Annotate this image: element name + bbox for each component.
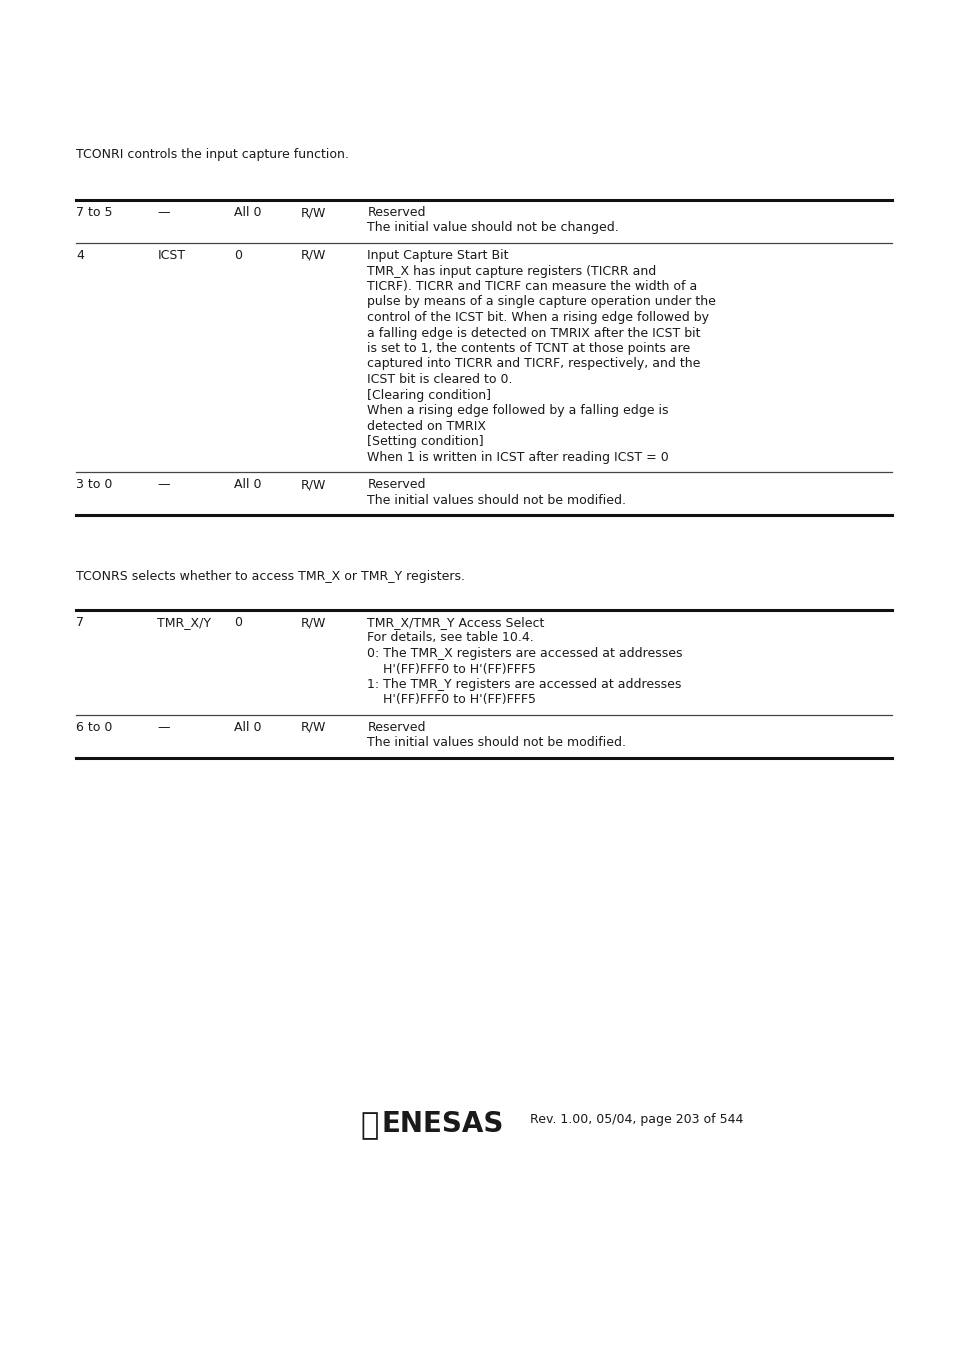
Text: All 0: All 0 xyxy=(233,205,261,219)
Text: [Setting condition]: [Setting condition] xyxy=(367,435,483,449)
Text: a falling edge is detected on TMRIX after the ICST bit: a falling edge is detected on TMRIX afte… xyxy=(367,327,700,339)
Text: R/W: R/W xyxy=(300,205,326,219)
Text: R/W: R/W xyxy=(300,616,326,630)
Text: —: — xyxy=(157,721,170,734)
Text: ICST: ICST xyxy=(157,249,185,262)
Text: —: — xyxy=(157,205,170,219)
Text: ENESAS: ENESAS xyxy=(381,1111,504,1138)
Text: TMR_X/Y: TMR_X/Y xyxy=(157,616,212,630)
Text: For details, see table 10.4.: For details, see table 10.4. xyxy=(367,631,534,644)
Text: 4: 4 xyxy=(76,249,84,262)
Text: pulse by means of a single capture operation under the: pulse by means of a single capture opera… xyxy=(367,296,716,308)
Text: R/W: R/W xyxy=(300,478,326,490)
Text: When 1 is written in ICST after reading ICST = 0: When 1 is written in ICST after reading … xyxy=(367,450,668,463)
Text: captured into TICRR and TICRF, respectively, and the: captured into TICRR and TICRF, respectiv… xyxy=(367,358,700,370)
Text: R/W: R/W xyxy=(300,721,326,734)
Text: 0: 0 xyxy=(233,616,241,630)
Text: Reserved: Reserved xyxy=(367,205,425,219)
Text: R/W: R/W xyxy=(300,249,326,262)
Text: TCONRS selects whether to access TMR_X or TMR_Y registers.: TCONRS selects whether to access TMR_X o… xyxy=(76,570,465,584)
Text: control of the ICST bit. When a rising edge followed by: control of the ICST bit. When a rising e… xyxy=(367,311,708,324)
Text: TCONRI controls the input capture function.: TCONRI controls the input capture functi… xyxy=(76,149,349,161)
Text: ℜ: ℜ xyxy=(359,1111,377,1142)
Text: H'(FF)FFF0 to H'(FF)FFF5: H'(FF)FFF0 to H'(FF)FFF5 xyxy=(367,662,536,676)
Text: The initial value should not be changed.: The initial value should not be changed. xyxy=(367,222,618,235)
Text: 7 to 5: 7 to 5 xyxy=(76,205,112,219)
Text: The initial values should not be modified.: The initial values should not be modifie… xyxy=(367,736,625,750)
Text: All 0: All 0 xyxy=(233,478,261,490)
Text: 7: 7 xyxy=(76,616,84,630)
Text: 6 to 0: 6 to 0 xyxy=(76,721,112,734)
Text: 0: The TMR_X registers are accessed at addresses: 0: The TMR_X registers are accessed at a… xyxy=(367,647,682,661)
Text: ICST bit is cleared to 0.: ICST bit is cleared to 0. xyxy=(367,373,513,386)
Text: [Clearing condition]: [Clearing condition] xyxy=(367,389,491,401)
Text: —: — xyxy=(157,478,170,490)
Text: 0: 0 xyxy=(233,249,241,262)
Text: TMR_X has input capture registers (TICRR and: TMR_X has input capture registers (TICRR… xyxy=(367,265,656,277)
Text: When a rising edge followed by a falling edge is: When a rising edge followed by a falling… xyxy=(367,404,668,417)
Text: 1: The TMR_Y registers are accessed at addresses: 1: The TMR_Y registers are accessed at a… xyxy=(367,678,681,690)
Text: H'(FF)FFF0 to H'(FF)FFF5: H'(FF)FFF0 to H'(FF)FFF5 xyxy=(367,693,536,707)
Text: Input Capture Start Bit: Input Capture Start Bit xyxy=(367,249,508,262)
Text: 3 to 0: 3 to 0 xyxy=(76,478,112,490)
Text: All 0: All 0 xyxy=(233,721,261,734)
Text: TICRF). TICRR and TICRF can measure the width of a: TICRF). TICRR and TICRF can measure the … xyxy=(367,280,697,293)
Text: The initial values should not be modified.: The initial values should not be modifie… xyxy=(367,493,625,507)
Text: Reserved: Reserved xyxy=(367,478,425,490)
Text: Rev. 1.00, 05/04, page 203 of 544: Rev. 1.00, 05/04, page 203 of 544 xyxy=(530,1113,742,1125)
Text: TMR_X/TMR_Y Access Select: TMR_X/TMR_Y Access Select xyxy=(367,616,544,630)
Text: is set to 1, the contents of TCNT at those points are: is set to 1, the contents of TCNT at tho… xyxy=(367,342,690,355)
Text: detected on TMRIX: detected on TMRIX xyxy=(367,420,486,432)
Text: Reserved: Reserved xyxy=(367,721,425,734)
